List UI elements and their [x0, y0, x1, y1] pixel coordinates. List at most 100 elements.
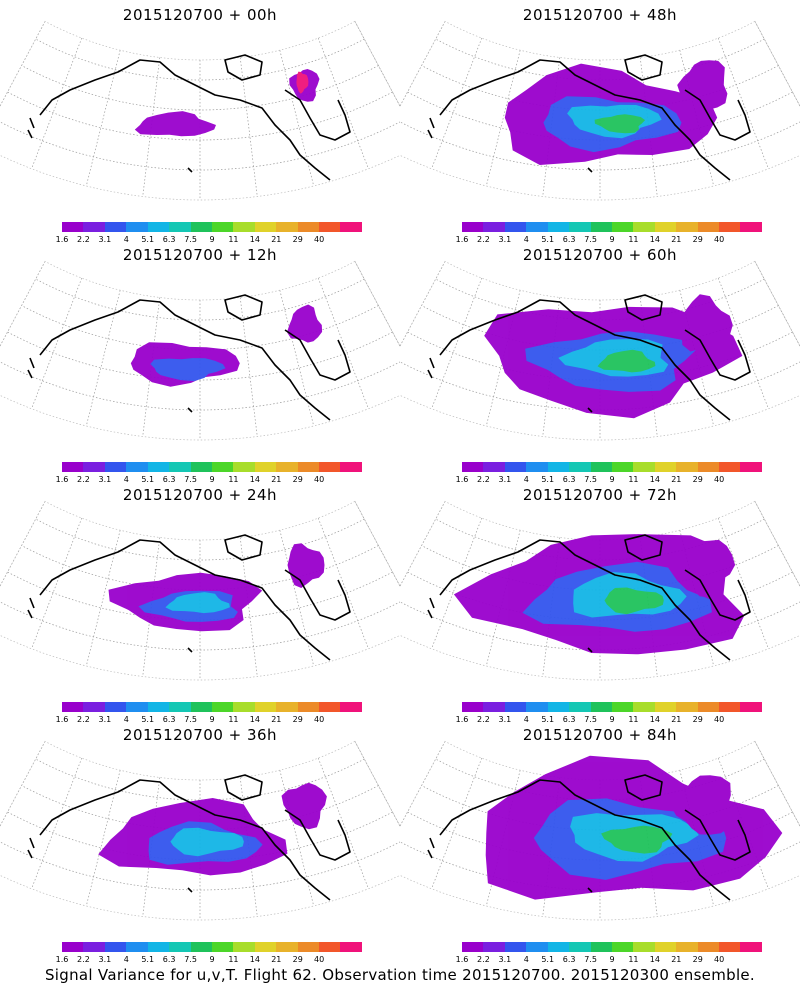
coastlines	[427, 54, 751, 181]
colorbar-swatch	[297, 942, 320, 952]
colorbar-swatch	[569, 942, 591, 952]
colorbar-swatch	[254, 222, 277, 232]
colorbar-swatch	[340, 942, 362, 952]
colorbar-tick-label: 29	[292, 715, 303, 724]
colorbar-swatch	[590, 222, 612, 232]
colorbar-swatch	[590, 702, 612, 712]
colorbar	[62, 222, 362, 232]
colorbar-swatch	[697, 702, 720, 712]
colorbar-tick-label: 4	[523, 235, 529, 244]
map-panel: 2015120700 + 60h 1.6 2.2 3.1 4 5.1 6.3 7.5 9 11 14…	[400, 240, 800, 484]
colorbar-swatch	[254, 942, 277, 952]
colorbar-tick-label: 7.5	[184, 475, 197, 484]
colorbar-swatch	[211, 942, 234, 952]
colorbar-swatch	[483, 942, 505, 952]
colorbar-tick-label: 4	[523, 715, 529, 724]
colorbar-swatch	[254, 702, 277, 712]
colorbar-swatch	[676, 462, 698, 472]
colorbar-tick-label: 2.2	[477, 235, 490, 244]
colorbar-swatch	[590, 462, 612, 472]
colorbar-swatch	[504, 942, 527, 952]
colorbar-swatch	[233, 462, 255, 472]
map-panel: 2015120700 + 72h 1.6 2.2 3.1 4 5.1 6.3 7.5 9 11 14…	[400, 480, 800, 724]
colorbar-labels: 1.6 2.2 3.1 4 5.1 6.3 7.5 9 11 14 21 29 40	[56, 475, 362, 485]
colorbar-swatch	[526, 702, 548, 712]
colorbar-tick-label: 9	[609, 475, 615, 484]
colorbar-tick-label: 21	[271, 475, 282, 484]
colorbar-swatch	[526, 462, 548, 472]
colorbar-tick-label: 7.5	[184, 235, 197, 244]
colorbar-swatch	[254, 462, 277, 472]
colorbar-tick-label: 40	[714, 235, 725, 244]
colorbar	[62, 942, 362, 952]
map-panel: 2015120700 + 36h 1.6 2.2 3.1 4 5.1 6.3 7.5 9 11 14…	[0, 720, 400, 964]
colorbar-tick-label: 21	[271, 235, 282, 244]
colorbar-swatch	[590, 942, 612, 952]
colorbar-swatch	[462, 222, 484, 232]
colorbar-swatch	[169, 222, 191, 232]
colorbar-swatch	[276, 702, 298, 712]
variance-field	[134, 69, 320, 137]
colorbar-tick-label: 7.5	[184, 715, 197, 724]
colorbar-tick-label: 29	[292, 955, 303, 964]
colorbar-tick-label: 5.1	[541, 715, 555, 724]
map-projection	[400, 740, 800, 921]
colorbar-swatch	[104, 702, 127, 712]
colorbar-swatch	[676, 222, 698, 232]
colorbar-tick-label: 40	[714, 475, 725, 484]
colorbar-swatch	[276, 942, 298, 952]
colorbar-swatch	[611, 462, 634, 472]
colorbar-swatch	[340, 462, 362, 472]
colorbar-tick-label: 14	[249, 235, 260, 244]
colorbar-tick-label: 3.1	[98, 475, 112, 484]
colorbar-swatch	[276, 222, 298, 232]
map-panel: 2015120700 + 48h 1.6 2.2 3.1 4 5.1 6.3 7.5 9 11 14…	[400, 0, 800, 244]
colorbar-tick-label: 9	[209, 715, 215, 724]
colorbar-swatch	[547, 462, 570, 472]
colorbar-swatch	[697, 942, 720, 952]
colorbar-tick-label: 9	[209, 475, 215, 484]
colorbar-swatch	[547, 702, 570, 712]
colorbar-swatch	[740, 222, 762, 232]
variance-field	[108, 543, 325, 632]
colorbar-tick-label: 6.3	[562, 715, 576, 724]
colorbar-tick-label: 14	[249, 955, 260, 964]
colorbar-tick-label: 7.5	[184, 955, 197, 964]
colorbar-tick-label: 2.2	[477, 715, 490, 724]
colorbar-tick-label: 4	[123, 955, 129, 964]
colorbar	[462, 462, 762, 472]
colorbar-swatch	[547, 942, 570, 952]
colorbar-tick-label: 5.1	[541, 955, 555, 964]
colorbar-swatch	[83, 702, 105, 712]
colorbar-tick-label: 2.2	[77, 955, 90, 964]
colorbar-tick-label: 7.5	[584, 715, 597, 724]
coastlines	[427, 294, 751, 421]
colorbar-tick-label: 1.6	[455, 955, 469, 964]
colorbar	[462, 702, 762, 712]
colorbar-tick-label: 9	[609, 955, 615, 964]
colorbar-swatch	[504, 222, 527, 232]
colorbar-swatch	[654, 462, 677, 472]
colorbar-tick-label: 40	[714, 955, 725, 964]
colorbar-swatch	[83, 942, 105, 952]
colorbar-tick-label: 3.1	[498, 475, 512, 484]
colorbar-swatch	[340, 222, 362, 232]
colorbar-tick-label: 6.3	[162, 235, 176, 244]
colorbar-tick-label: 11	[228, 475, 239, 484]
colorbar-tick-label: 7.5	[584, 475, 597, 484]
variance-field	[504, 60, 728, 165]
colorbar-swatch	[62, 462, 84, 472]
panel-title: 2015120700 + 60h	[522, 246, 678, 264]
colorbar-tick-label: 4	[123, 715, 129, 724]
colorbar-swatch	[126, 462, 148, 472]
colorbar-swatch	[569, 222, 591, 232]
colorbar-labels: 1.6 2.2 3.1 4 5.1 6.3 7.5 9 11 14 21 29 40	[456, 715, 762, 725]
map-panel: 2015120700 + 00h 1.6 2.2 3.1 4 5.1 6.3 7.5 9 11 14…	[0, 0, 400, 244]
colorbar-swatch	[526, 942, 548, 952]
colorbar-tick-label: 11	[628, 475, 639, 484]
colorbar-tick-label: 9	[209, 235, 215, 244]
colorbar-tick-label: 6.3	[162, 475, 176, 484]
colorbar-labels: 1.6 2.2 3.1 4 5.1 6.3 7.5 9 11 14 21 29 40	[456, 475, 762, 485]
variance-field	[130, 304, 323, 387]
figure-caption: Signal Variance for u,v,T. Flight 62. Ob…	[44, 966, 756, 984]
